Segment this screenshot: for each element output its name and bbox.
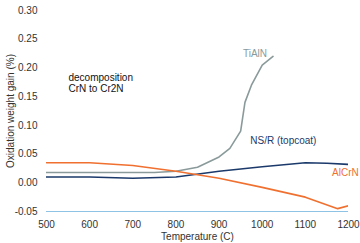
svg-text:TiAlN: TiAlN — [243, 48, 267, 59]
svg-text:-0.05: -0.05 — [15, 206, 38, 217]
svg-text:0.05: 0.05 — [18, 148, 38, 159]
svg-text:decompositionCrN to Cr2N: decompositionCrN to Cr2N — [69, 72, 133, 95]
svg-text:0.30: 0.30 — [18, 5, 38, 16]
svg-text:0.10: 0.10 — [18, 120, 38, 131]
svg-text:500: 500 — [38, 219, 55, 230]
svg-text:0.20: 0.20 — [18, 62, 38, 73]
svg-text:0.00: 0.00 — [18, 177, 38, 188]
svg-text:1000: 1000 — [251, 219, 274, 230]
svg-text:1200: 1200 — [337, 219, 360, 230]
svg-text:600: 600 — [81, 219, 98, 230]
svg-text:800: 800 — [168, 219, 185, 230]
svg-text:0.15: 0.15 — [18, 91, 38, 102]
svg-text:1100: 1100 — [295, 219, 317, 230]
svg-text:Temperature (C): Temperature (C) — [161, 231, 234, 242]
svg-text:900: 900 — [211, 219, 228, 230]
svg-text:NS/R (topcoat): NS/R (topcoat) — [250, 135, 316, 146]
svg-text:0.25: 0.25 — [18, 33, 38, 44]
svg-text:Oxidation weight gain (%): Oxidation weight gain (%) — [5, 54, 16, 168]
svg-text:700: 700 — [124, 219, 141, 230]
svg-text:AlCrN: AlCrN — [332, 167, 359, 178]
